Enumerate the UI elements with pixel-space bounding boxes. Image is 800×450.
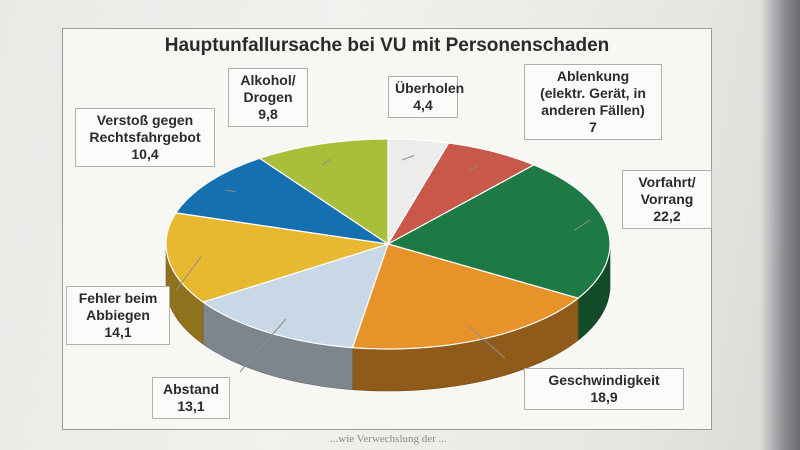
label-box-3: Geschwindigkeit 18,9 — [524, 368, 684, 410]
label-category-7: Alkohol/ Drogen — [240, 72, 296, 105]
label-box-7: Alkohol/ Drogen 9,8 — [228, 68, 308, 127]
label-value-0: 4,4 — [413, 97, 433, 113]
label-value-2: 22,2 — [653, 208, 681, 224]
pie-slice-6 — [174, 157, 389, 245]
leader-line-4 — [239, 318, 287, 373]
label-category-0: Überholen — [395, 80, 465, 96]
label-category-4: Abstand — [163, 381, 219, 397]
label-value-5: 14,1 — [104, 324, 132, 340]
label-value-1: 7 — [589, 119, 597, 135]
leader-line-7 — [321, 158, 332, 166]
leader-line-6 — [224, 189, 236, 193]
label-box-5: Fehler beim Abbiegen 14,1 — [66, 286, 170, 345]
label-box-2: Vorfahrt/ Vorrang 22,2 — [622, 170, 712, 229]
pie-slice-4 — [201, 243, 389, 349]
label-box-4: Abstand 13,1 — [152, 377, 230, 419]
label-category-6: Verstoß gegen Rechtsfahrgebot — [89, 112, 201, 145]
label-category-1: Ablenkung (elektr. Gerät, in anderen Fäl… — [540, 68, 646, 118]
leader-line-0 — [401, 155, 415, 161]
label-category-5: Fehler beim Abbiegen — [78, 290, 158, 323]
label-category-2: Vorfahrt/ Vorrang — [638, 174, 696, 207]
label-box-1: Ablenkung (elektr. Gerät, in anderen Fäl… — [524, 64, 662, 140]
pie-slice-2 — [386, 164, 611, 299]
label-value-3: 18,9 — [590, 389, 618, 405]
leader-line-5 — [175, 256, 202, 291]
label-value-6: 10,4 — [131, 146, 159, 162]
label-value-4: 13,1 — [177, 398, 205, 414]
pie-slice-3 — [351, 243, 580, 350]
pie-slice-5 — [165, 212, 389, 303]
pie-slice-7 — [258, 138, 389, 246]
label-box-6: Verstoß gegen Rechtsfahrgebot 10,4 — [75, 108, 215, 167]
leader-line-2 — [574, 219, 591, 231]
leader-line-3 — [466, 324, 506, 359]
pie-slice-1 — [386, 142, 536, 246]
leader-line-1 — [469, 165, 479, 171]
label-category-3: Geschwindigkeit — [548, 372, 660, 388]
label-box-0: Überholen 4,4 — [388, 76, 465, 118]
page-edge — [760, 0, 800, 450]
label-value-7: 9,8 — [258, 106, 278, 122]
page-footer-text: ...wie Verwechslung der ... — [330, 433, 447, 445]
chart-title: Hauptunfallursache bei VU mit Personensc… — [164, 35, 610, 56]
